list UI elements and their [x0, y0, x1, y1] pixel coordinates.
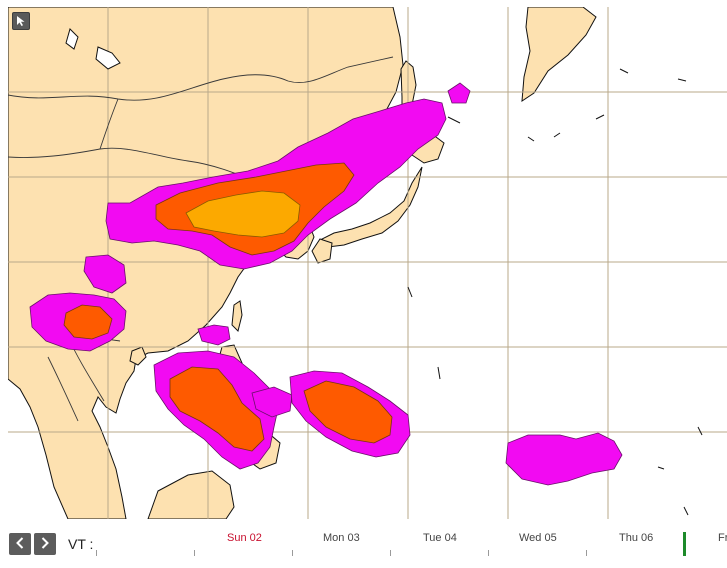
timeline-tick [586, 550, 587, 556]
day-mon-03[interactable]: Mon 03 [323, 532, 360, 544]
kamchatka [521, 7, 597, 102]
borneo [147, 470, 235, 519]
day-wed-05[interactable]: Wed 05 [519, 532, 557, 544]
timeline-bar: VT : Sun 02 Mon 03 Tue 04 Wed 05 Thu 06 … [0, 524, 727, 568]
forecast-map[interactable] [8, 7, 727, 519]
probability-high [185, 190, 301, 238]
pointer-tool-button[interactable] [12, 12, 30, 30]
chevron-left-icon [14, 535, 26, 554]
day-sun-02[interactable]: Sun 02 [227, 532, 262, 544]
day-fri-partial[interactable]: Fr [718, 532, 727, 544]
taiwan [231, 300, 243, 332]
timeline-tick [488, 550, 489, 556]
timeline-tick [96, 550, 97, 556]
valid-time-label: VT : [68, 536, 94, 552]
current-time-marker[interactable] [683, 532, 686, 556]
small-islands [65, 28, 703, 516]
day-thu-06[interactable]: Thu 06 [619, 532, 654, 544]
timeline-tick [292, 550, 293, 556]
prev-button[interactable] [9, 533, 31, 555]
timeline-tick [390, 550, 391, 556]
chevron-right-icon [39, 535, 51, 554]
day-tue-04[interactable]: Tue 04 [423, 532, 457, 544]
pointer-arrow-icon [16, 12, 26, 31]
next-button[interactable] [34, 533, 56, 555]
kyushu [311, 238, 333, 264]
hainan [129, 346, 147, 366]
timeline-tick [194, 550, 195, 556]
